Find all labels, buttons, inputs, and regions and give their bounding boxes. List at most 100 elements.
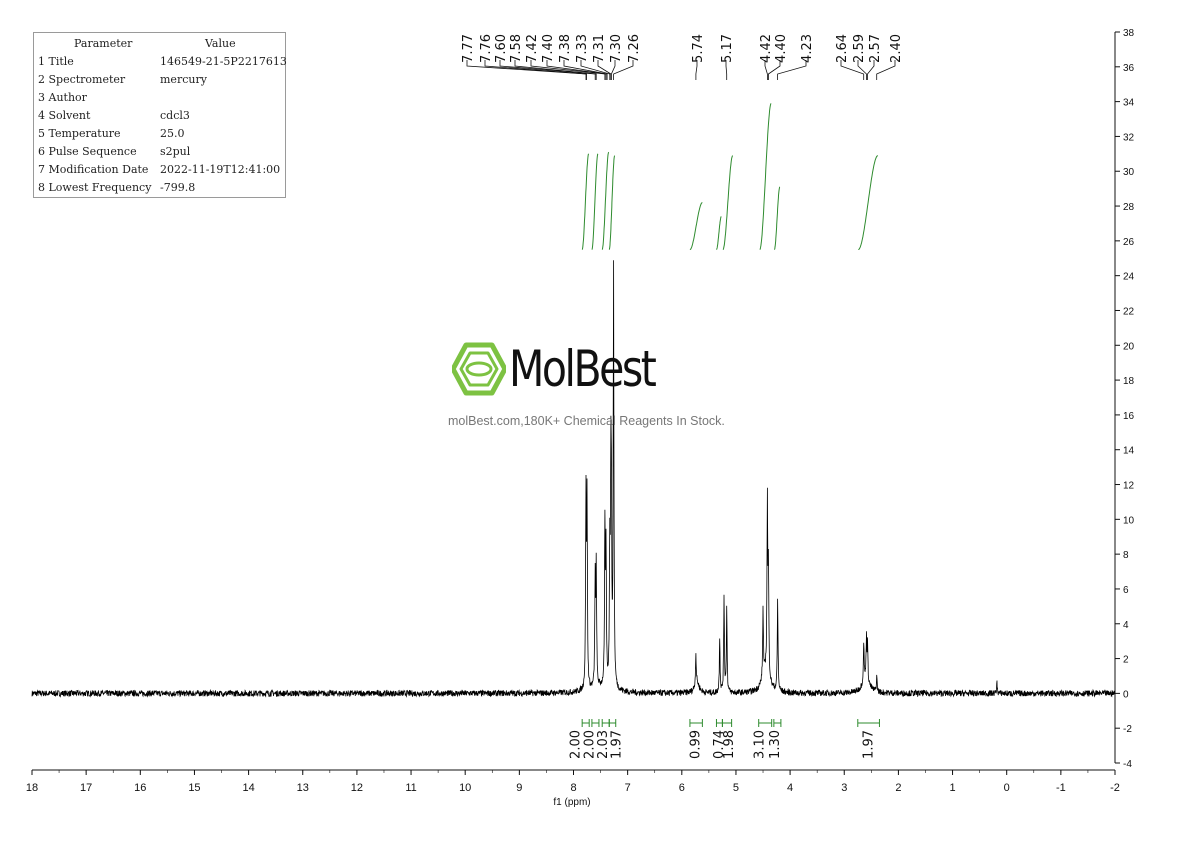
peak-labels-group: 7.77 7.76 7.60 7.58 7.42 7.40 7.38 7.33 7.31 7.30… bbox=[461, 34, 904, 80]
integral-bars-group: 2.00 2.002.031.97 0.99 0.741.98 3.10 1.30 1.97 bbox=[569, 719, 880, 759]
x-tick-label: 9 bbox=[516, 782, 522, 794]
peak-label: 4.23 bbox=[800, 34, 815, 63]
x-tick-label: 8 bbox=[570, 782, 576, 794]
integral-value: 1.98 bbox=[722, 730, 737, 759]
x-tick-label: 1 bbox=[949, 782, 955, 794]
y-tick-label: 12 bbox=[1123, 481, 1135, 492]
x-tick-label: 18 bbox=[26, 782, 38, 794]
parameter-header: Parameter bbox=[74, 37, 133, 50]
parameter-name: 1 Title bbox=[38, 55, 74, 68]
peak-label-leader bbox=[546, 60, 607, 80]
peak-label-leader bbox=[597, 60, 612, 80]
peak-label: 7.26 bbox=[627, 34, 642, 63]
x-tick-label: 6 bbox=[679, 782, 685, 794]
peak-label-leader bbox=[768, 60, 781, 80]
x-tick-label: 4 bbox=[787, 782, 793, 794]
y-tick-label: 38 bbox=[1123, 28, 1135, 39]
y-tick-label: 22 bbox=[1123, 306, 1135, 317]
value-header: Value bbox=[205, 37, 236, 50]
peak-label-leader bbox=[695, 60, 698, 80]
peak-label: 7.60 bbox=[494, 34, 509, 63]
parameter-name: 2 Spectrometer bbox=[38, 73, 126, 86]
peak-label: 4.40 bbox=[774, 34, 789, 63]
parameter-table-header: Parameter Value bbox=[34, 35, 285, 53]
integral-value: 2.00 bbox=[569, 730, 584, 759]
peak-label: 2.64 bbox=[835, 34, 850, 63]
peak-label-leader bbox=[764, 60, 768, 80]
x-axis: 18 17 16 15 14 13 12 11 10 9 8 7 6 5 4 3 2 1 0 -1 -2 bbox=[26, 769, 1120, 794]
peak-label: 2.40 bbox=[889, 34, 904, 63]
peak-label: 7.31 bbox=[592, 34, 607, 63]
y-tick-label: 10 bbox=[1123, 515, 1135, 526]
integral-curve bbox=[759, 103, 772, 250]
peak-label-leader bbox=[857, 60, 867, 80]
peak-label: 7.40 bbox=[541, 34, 556, 63]
integral-curves-group bbox=[581, 103, 879, 251]
y-tick-label: 36 bbox=[1123, 63, 1135, 74]
y-tick-label: 8 bbox=[1123, 550, 1129, 561]
integral-curve bbox=[581, 153, 590, 250]
parameter-value: s2pul bbox=[160, 145, 191, 158]
peak-label: 5.17 bbox=[720, 34, 735, 63]
peak-label-leader bbox=[611, 60, 616, 80]
y-tick-label: -2 bbox=[1123, 724, 1132, 735]
x-tick-label: 7 bbox=[625, 782, 631, 794]
integral-value: 2.00 bbox=[583, 730, 598, 759]
parameter-value: 146549-21-5P2217613 bbox=[160, 55, 287, 68]
x-tick-label: 10 bbox=[459, 782, 471, 794]
parameter-row: 4 Solvent cdcl3 bbox=[34, 107, 285, 125]
y-tick-label: 14 bbox=[1123, 446, 1135, 457]
peak-label-leader bbox=[777, 60, 807, 80]
peak-label-leader bbox=[867, 60, 875, 80]
parameter-row: 1 Title 146549-21-5P2217613 bbox=[34, 53, 287, 71]
y-tick-label: -4 bbox=[1123, 759, 1132, 770]
x-tick-label: 13 bbox=[297, 782, 309, 794]
y-tick-label: 28 bbox=[1123, 202, 1135, 213]
y-tick-label: 34 bbox=[1123, 98, 1135, 109]
parameter-row: 5 Temperature 25.0 bbox=[34, 125, 285, 143]
x-tick-label: 14 bbox=[242, 782, 254, 794]
y-tick-label: 6 bbox=[1123, 585, 1129, 596]
integral-curve bbox=[591, 153, 599, 250]
y-tick-label: 18 bbox=[1123, 376, 1135, 387]
brand-name: MolBest bbox=[509, 340, 657, 398]
parameter-name: 7 Modification Date bbox=[38, 163, 149, 176]
y-tick-label: 4 bbox=[1123, 620, 1129, 631]
peak-label-leader bbox=[499, 60, 596, 80]
x-tick-label: 12 bbox=[351, 782, 363, 794]
parameter-row: 6 Pulse Sequence s2pul bbox=[34, 143, 285, 161]
y-tick-label: 2 bbox=[1123, 655, 1129, 666]
x-tick-label: 16 bbox=[134, 782, 146, 794]
peak-label: 7.30 bbox=[609, 34, 624, 63]
y-tick-label: 32 bbox=[1123, 132, 1135, 143]
x-axis-label: f1 (ppm) bbox=[553, 797, 590, 808]
parameter-row: 2 Spectrometer mercury bbox=[34, 71, 285, 89]
peak-label-leader bbox=[484, 60, 587, 80]
parameter-value: 2022-11-19T12:41:00 bbox=[160, 163, 281, 176]
parameter-value: mercury bbox=[160, 73, 207, 86]
peak-label: 7.42 bbox=[525, 34, 540, 63]
x-tick-label: 0 bbox=[1004, 782, 1010, 794]
integral-curve bbox=[716, 216, 722, 250]
y-tick-label: 26 bbox=[1123, 237, 1135, 248]
integral-curve bbox=[689, 202, 703, 251]
parameter-table: Parameter Value 1 Title 146549-21-5P2217… bbox=[33, 32, 287, 198]
x-tick-label: 5 bbox=[733, 782, 739, 794]
x-tick-label: 17 bbox=[80, 782, 92, 794]
x-tick-label: 3 bbox=[841, 782, 847, 794]
parameter-value: -799.8 bbox=[160, 181, 196, 194]
y-tick-label: 0 bbox=[1123, 689, 1129, 700]
peak-label: 7.76 bbox=[479, 34, 494, 63]
molbest-logo: MolBest bbox=[452, 340, 692, 402]
y-tick-label: 24 bbox=[1123, 272, 1135, 283]
integral-value: 3.10 bbox=[753, 730, 768, 759]
peak-label-leader bbox=[725, 60, 728, 80]
peak-label: 7.38 bbox=[558, 34, 573, 63]
parameter-name: 5 Temperature bbox=[38, 127, 121, 140]
peak-label-leader bbox=[514, 60, 597, 80]
y-tick-label: 16 bbox=[1123, 411, 1135, 422]
integral-curve bbox=[858, 155, 879, 251]
peak-label-leader bbox=[876, 60, 896, 80]
